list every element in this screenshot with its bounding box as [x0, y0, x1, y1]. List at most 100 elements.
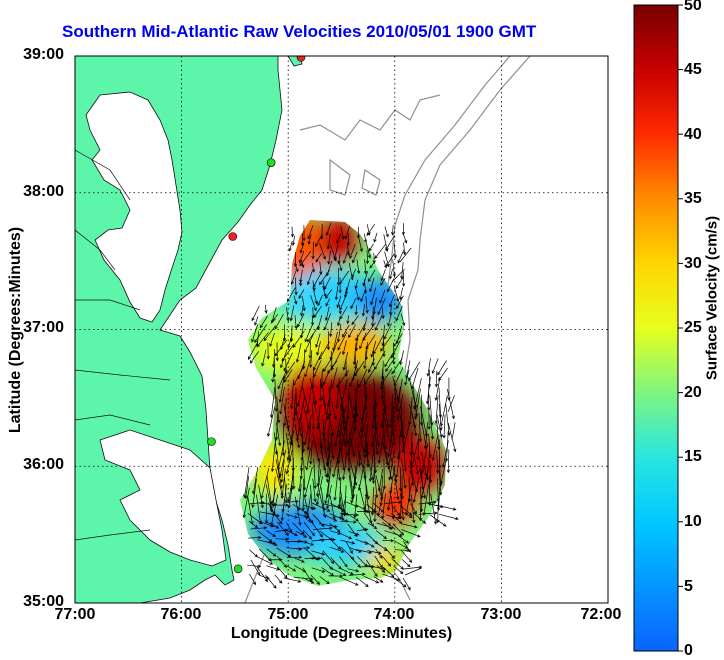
velocity-arrow	[265, 521, 280, 529]
velocity-arrow	[338, 304, 342, 315]
velocity-arrow	[267, 512, 280, 517]
velocity-arrow	[336, 268, 341, 286]
velocity-arrow	[377, 433, 384, 464]
velocity-arrow	[370, 341, 377, 358]
velocity-arrow	[360, 406, 366, 433]
velocity-arrow	[380, 277, 386, 286]
velocity-arrow	[319, 537, 336, 542]
velocity-arrow	[311, 567, 326, 573]
velocity-arrow	[308, 341, 312, 359]
velocity-arrow	[398, 487, 403, 520]
velocity-arrow	[263, 325, 277, 342]
velocity-arrow	[362, 316, 368, 332]
velocity-arrow	[339, 495, 347, 520]
velocity-arrow	[295, 342, 302, 363]
velocity-arrow	[348, 530, 360, 536]
velocity-arrow	[385, 514, 401, 520]
velocity-arrow	[369, 277, 375, 293]
velocity-arrow	[294, 557, 305, 563]
velocity-arrow	[341, 450, 348, 481]
velocity-arrow	[345, 541, 353, 554]
velocity-arrow	[370, 487, 375, 516]
velocity-arrow	[265, 574, 277, 589]
velocity-arrow	[254, 324, 267, 344]
plot-frame	[74, 55, 609, 604]
velocity-arrow	[296, 377, 305, 407]
velocity-arrow	[401, 511, 413, 518]
velocity-arrow	[447, 395, 455, 413]
velocity-arrow	[429, 514, 447, 527]
velocity-arrow	[311, 241, 315, 260]
velocity-arrow	[423, 421, 428, 450]
velocity-arrow	[396, 394, 404, 421]
velocity-arrow	[326, 459, 332, 483]
velocity-arrow	[346, 241, 351, 257]
velocity-arrow	[315, 233, 323, 247]
velocity-arrow	[364, 540, 375, 548]
velocity-arrow	[266, 530, 276, 537]
velocity-arrow	[276, 566, 288, 579]
velocity-arrow	[294, 262, 299, 273]
velocity-arrow	[382, 522, 393, 530]
velocity-arrow	[337, 331, 348, 351]
velocity-arrow	[348, 324, 356, 339]
velocity-arrow	[286, 287, 296, 303]
velocity-arrow	[276, 422, 282, 447]
velocity-arrow	[412, 451, 420, 475]
velocity-arrow	[273, 432, 279, 456]
velocity-arrow	[401, 559, 411, 568]
velocity-arrow	[277, 369, 288, 390]
velocity-arrow	[351, 268, 357, 278]
colorbar-tick-label: 40	[684, 126, 702, 143]
velocity-arrow	[255, 555, 274, 565]
velocity-arrow	[438, 469, 443, 496]
velocity-arrow	[400, 523, 418, 529]
velocity-arrow	[294, 315, 298, 330]
velocity-arrow	[315, 333, 321, 348]
colorbar-tick-label: 50	[684, 0, 702, 14]
velocity-arrow	[303, 522, 315, 537]
velocity-arrow	[360, 412, 368, 440]
velocity-arrow	[381, 307, 385, 320]
velocity-arrow	[374, 555, 383, 569]
velocity-arrow	[347, 568, 360, 573]
velocity-arrow	[375, 530, 388, 540]
station-marker	[207, 437, 216, 446]
radar-stations	[207, 56, 306, 574]
velocity-arrow	[322, 550, 335, 565]
velocity-arrow	[334, 286, 339, 301]
velocity-arrow	[357, 442, 362, 467]
velocity-arrow	[300, 305, 304, 317]
velocity-arrow	[349, 243, 356, 260]
velocity-arrow	[386, 487, 393, 511]
velocity-arrow	[438, 513, 459, 521]
velocity-arrow	[400, 262, 404, 280]
velocity-arrow	[400, 492, 405, 521]
velocity-arrow	[294, 423, 301, 449]
velocity-arrow	[338, 532, 353, 540]
velocity-arrow	[425, 450, 430, 481]
velocity-arrow	[385, 357, 395, 372]
colorbar-tick-label: 45	[684, 61, 702, 78]
velocity-arrow	[404, 484, 412, 516]
velocity-arrow	[244, 475, 250, 500]
velocity-arrow	[305, 448, 311, 471]
velocity-arrow	[395, 386, 401, 413]
velocity-arrow	[350, 476, 357, 504]
velocity-arrow	[328, 537, 342, 550]
velocity-arrow	[328, 413, 335, 437]
velocity-arrow	[358, 431, 367, 459]
velocity-arrow	[434, 370, 439, 388]
velocity-arrow	[242, 487, 250, 519]
velocity-arrow	[323, 313, 332, 331]
velocity-arrow	[285, 432, 292, 463]
velocity-arrow	[285, 539, 302, 543]
velocity-arrow	[287, 333, 293, 349]
velocity-arrow	[274, 314, 284, 330]
colorbar-tick-label: 20	[684, 384, 702, 401]
velocity-arrow	[337, 315, 341, 327]
velocity-arrow	[355, 576, 369, 588]
velocity-arrow	[254, 316, 259, 326]
velocity-arrow	[377, 487, 385, 517]
